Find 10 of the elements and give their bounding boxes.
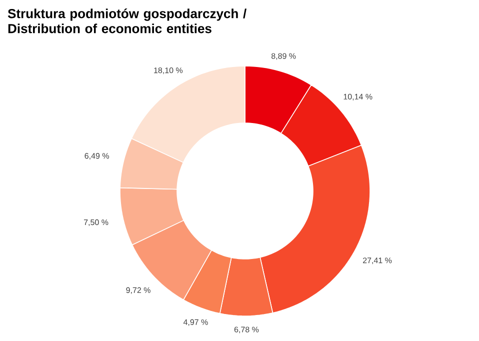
data-label: 10,14 % [344,94,372,100]
data-label: 6,49 % [84,153,109,160]
data-label: 27,41 % [363,258,392,264]
data-label: 9,72 % [126,287,150,294]
data-label: 18,10 % [154,67,183,74]
data-label: 6,78 % [234,326,259,334]
data-label: 7,50 % [84,219,108,226]
data-label: 4,97 % [183,319,208,326]
chart-title: Struktura podmiotów gospodarczych / Distribution of economic entities [8,8,246,34]
data-label: 8,89 % [271,53,296,60]
